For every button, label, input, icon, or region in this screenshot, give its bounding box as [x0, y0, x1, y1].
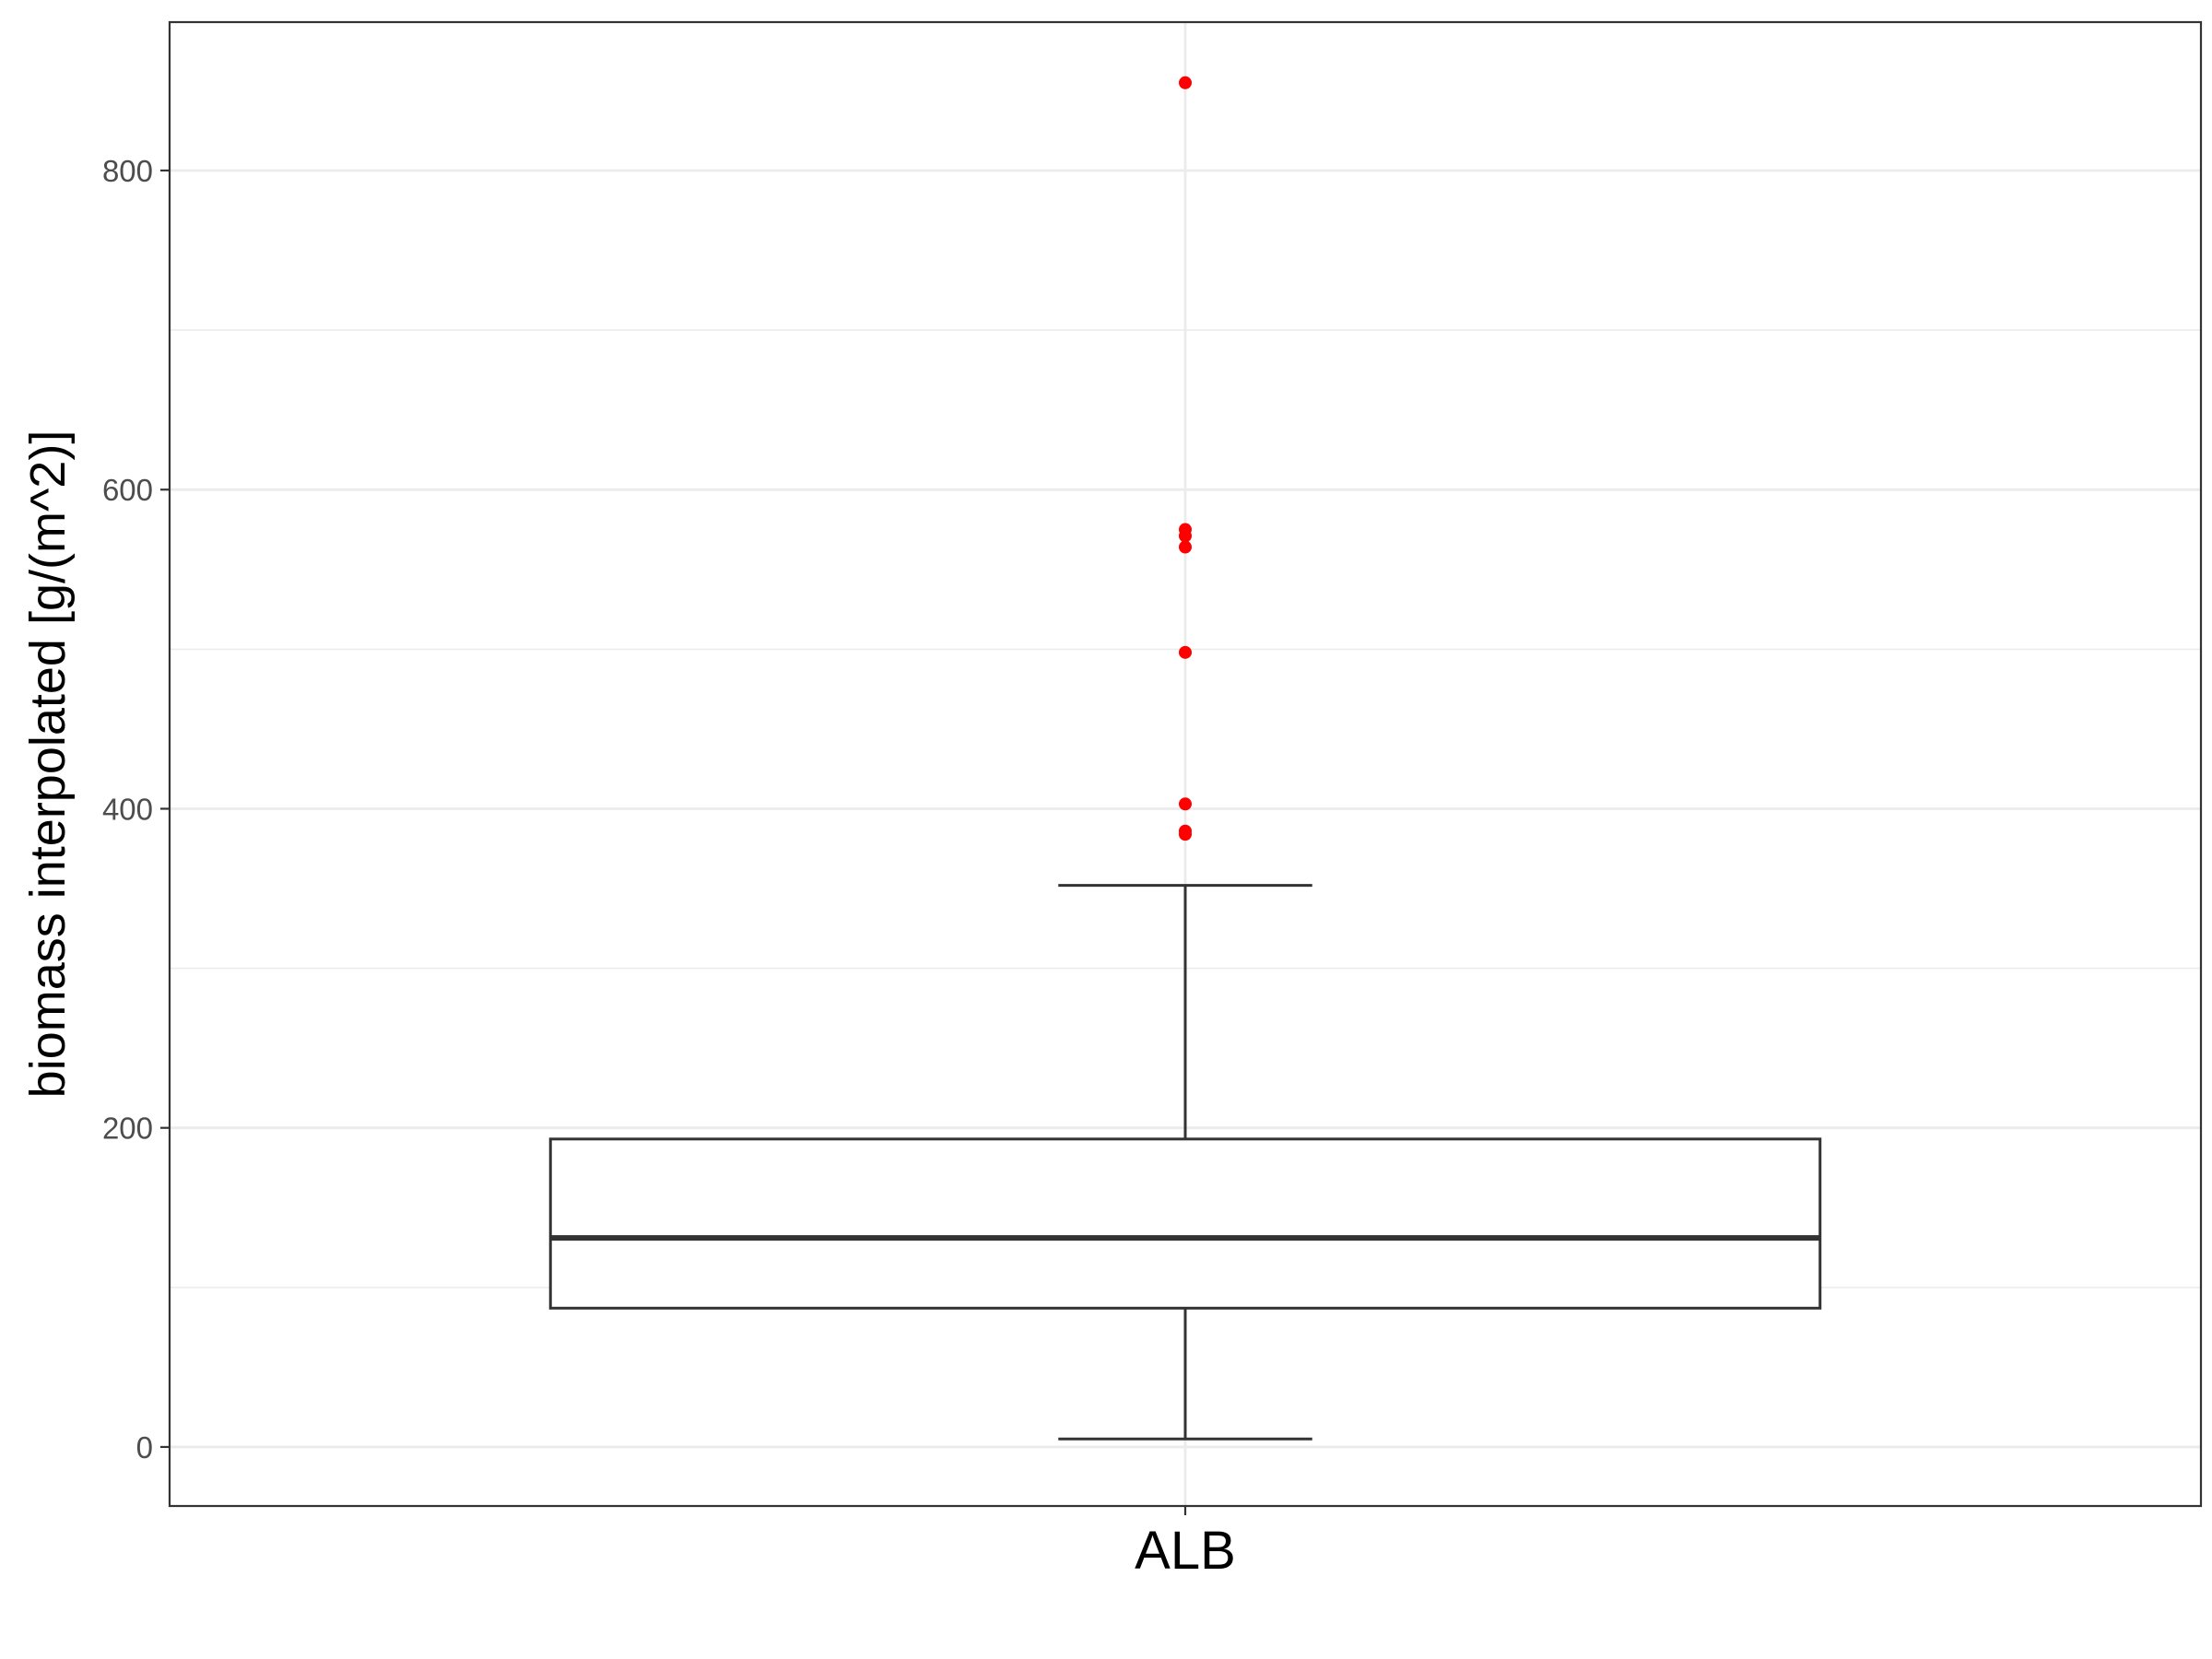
outlier-point	[1179, 76, 1192, 89]
outlier-point	[1179, 797, 1192, 811]
y-tick-label: 0	[136, 1430, 153, 1465]
outlier-point	[1179, 540, 1192, 554]
y-tick-label: 800	[102, 154, 153, 188]
box-iqr	[548, 1137, 1822, 1310]
outlier-layer	[1179, 76, 1192, 841]
x-axis: ALB	[1135, 1506, 1236, 1581]
y-tick-label: 200	[102, 1112, 153, 1146]
outlier-point	[1179, 824, 1192, 838]
y-tick-label: 600	[102, 473, 153, 507]
outlier-point	[1179, 523, 1192, 536]
box-layer	[548, 884, 1822, 1441]
y-tick-label: 400	[102, 792, 153, 826]
y-axis-title: biomass interpolated [g/(m^2)]	[20, 430, 76, 1099]
outlier-point	[1179, 645, 1192, 659]
x-tick-label: ALB	[1135, 1521, 1236, 1581]
y-axis: 0 200 400 600 800	[102, 154, 170, 1465]
